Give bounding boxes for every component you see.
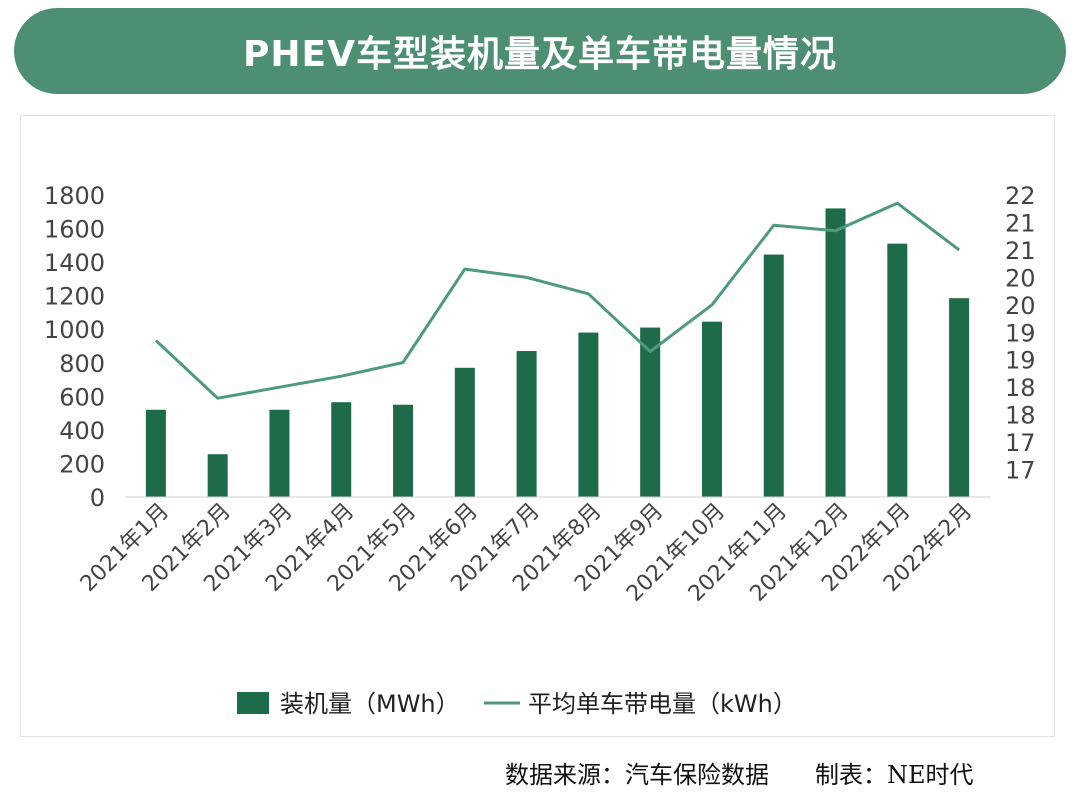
y-left-tick-0: 0 [90,484,105,512]
y-right-tick-6: 20 [1005,292,1036,320]
x-axis: 2021年1月2021年2月2021年3月2021年4月2021年5月2021年… [76,496,990,607]
y-left-tick-5: 1000 [44,316,105,344]
legend-line-label: 平均单车带电量（kWh） [528,690,797,718]
y-right-tick-8: 21 [1005,237,1036,265]
bar-3 [331,402,352,497]
y-left-tick-6: 1200 [44,283,105,311]
bar-6 [516,351,537,497]
bar-9 [701,321,722,497]
y-axis-left: 0 200 400 600 800 1000 1200 1400 1600 1800 [44,182,105,512]
bar-13 [949,298,970,497]
bar-11 [825,208,846,497]
y-right-tick-2: 18 [1005,402,1036,430]
bar-8 [640,327,661,497]
bar-7 [578,332,599,497]
bar-5 [454,367,475,497]
y-left-tick-1: 200 [59,450,105,478]
bar-0 [145,409,166,497]
line-series [154,201,961,400]
bar-12 [887,243,908,497]
source-text: 数据来源：汽车保险数据 [505,761,769,789]
y-right-tick-10: 22 [1005,182,1036,210]
source-note: 数据来源：汽车保险数据 制表：NE时代 [505,755,1070,791]
y-right-tick-0: 17 [1005,457,1036,485]
y-right-tick-1: 17 [1005,429,1036,457]
y-left-tick-3: 600 [59,383,105,411]
y-left-tick-4: 800 [59,350,105,378]
y-right-tick-9: 21 [1005,209,1036,237]
plot-frame [20,115,1055,737]
line-avg-kwh [154,201,961,400]
bar-2 [269,409,290,497]
legend-bar-label: 装机量（MWh） [280,690,460,718]
y-right-tick-4: 19 [1005,347,1036,375]
legend: 装机量（MWh） 平均单车带电量（kWh） [237,690,797,718]
y-left-tick-9: 1800 [44,182,105,210]
legend-bar-swatch [237,692,269,714]
bar-4 [393,404,414,497]
y-left-tick-2: 400 [59,417,105,445]
chart-title: PHEV车型装机量及单车带电量情况 [243,34,837,75]
bar-10 [763,254,784,497]
y-left-tick-8: 1600 [44,216,105,244]
bar-1 [207,454,228,497]
y-right-tick-3: 18 [1005,374,1036,402]
maker-text: 制表：NE时代 [815,761,974,789]
y-left-tick-7: 1400 [44,249,105,277]
bar-series [145,208,970,497]
title-banner: PHEV车型装机量及单车带电量情况 [14,8,1066,94]
y-right-tick-5: 19 [1005,319,1036,347]
y-right-tick-7: 20 [1005,264,1036,292]
